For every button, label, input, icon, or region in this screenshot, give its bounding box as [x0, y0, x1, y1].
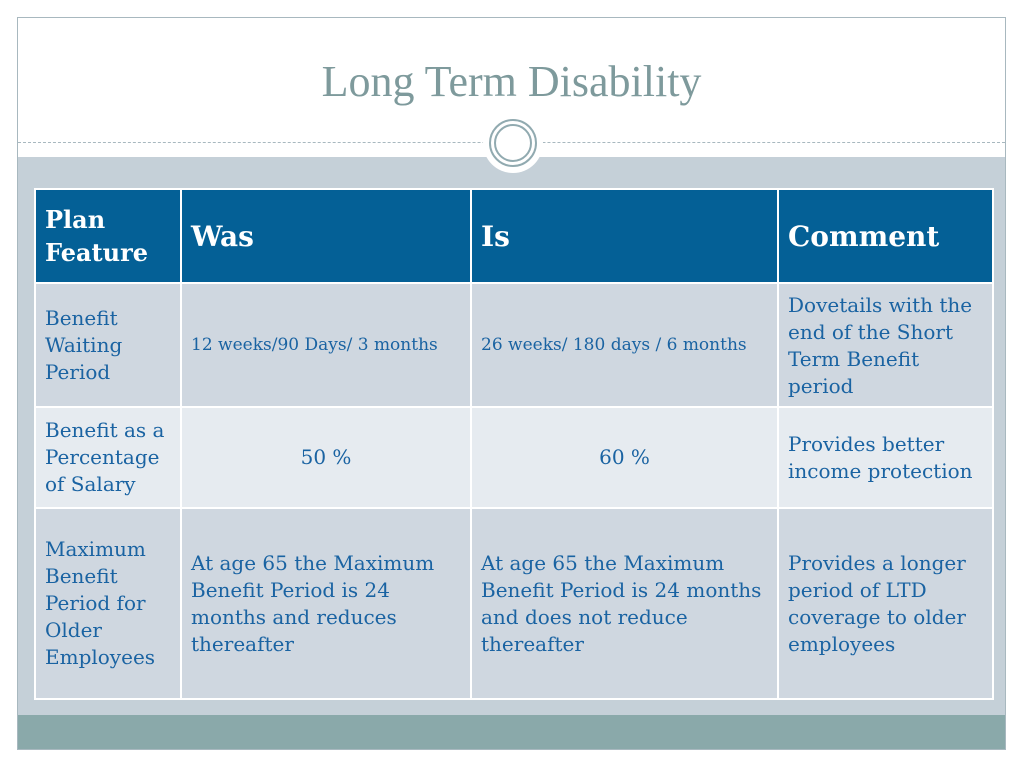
is-cell: At age 65 the Maximum Benefit Period is … [470, 507, 779, 700]
slide-title: Long Term Disability [321, 57, 702, 106]
table-header-row: Plan Feature Was Is Comment [34, 188, 994, 284]
table-row: Benefit Waiting Period 12 weeks/90 Days/… [34, 282, 994, 408]
footer-bar [18, 715, 1005, 749]
was-cell: 12 weeks/90 Days/ 3 months [180, 282, 472, 408]
header-plan-feature: Plan Feature [34, 188, 182, 284]
was-cell: 50 % [180, 406, 472, 509]
divider-ornament-inner-ring [494, 124, 532, 162]
slide: Long Term Disability Plan Feature Was Is… [17, 17, 1006, 750]
was-cell: At age 65 the Maximum Benefit Period is … [180, 507, 472, 700]
header-comment: Comment [777, 188, 994, 284]
comment-cell: Provides a longer period of LTD coverage… [777, 507, 994, 700]
table-row: Benefit as a Percentage of Salary 50 % 6… [34, 406, 994, 509]
table-row: Maximum Benefit Period for Older Employe… [34, 507, 994, 700]
is-cell: 60 % [470, 406, 779, 509]
feature-cell: Maximum Benefit Period for Older Employe… [34, 507, 182, 700]
is-cell: 26 weeks/ 180 days / 6 months [470, 282, 779, 408]
feature-cell: Benefit as a Percentage of Salary [34, 406, 182, 509]
header-was: Was [180, 188, 472, 284]
plan-comparison-table: Plan Feature Was Is Comment Benefit Wait… [34, 188, 994, 700]
comment-cell: Provides better income protection [777, 406, 994, 509]
comment-cell: Dovetails with the end of the Short Term… [777, 282, 994, 408]
feature-cell: Benefit Waiting Period [34, 282, 182, 408]
header-is: Is [470, 188, 779, 284]
